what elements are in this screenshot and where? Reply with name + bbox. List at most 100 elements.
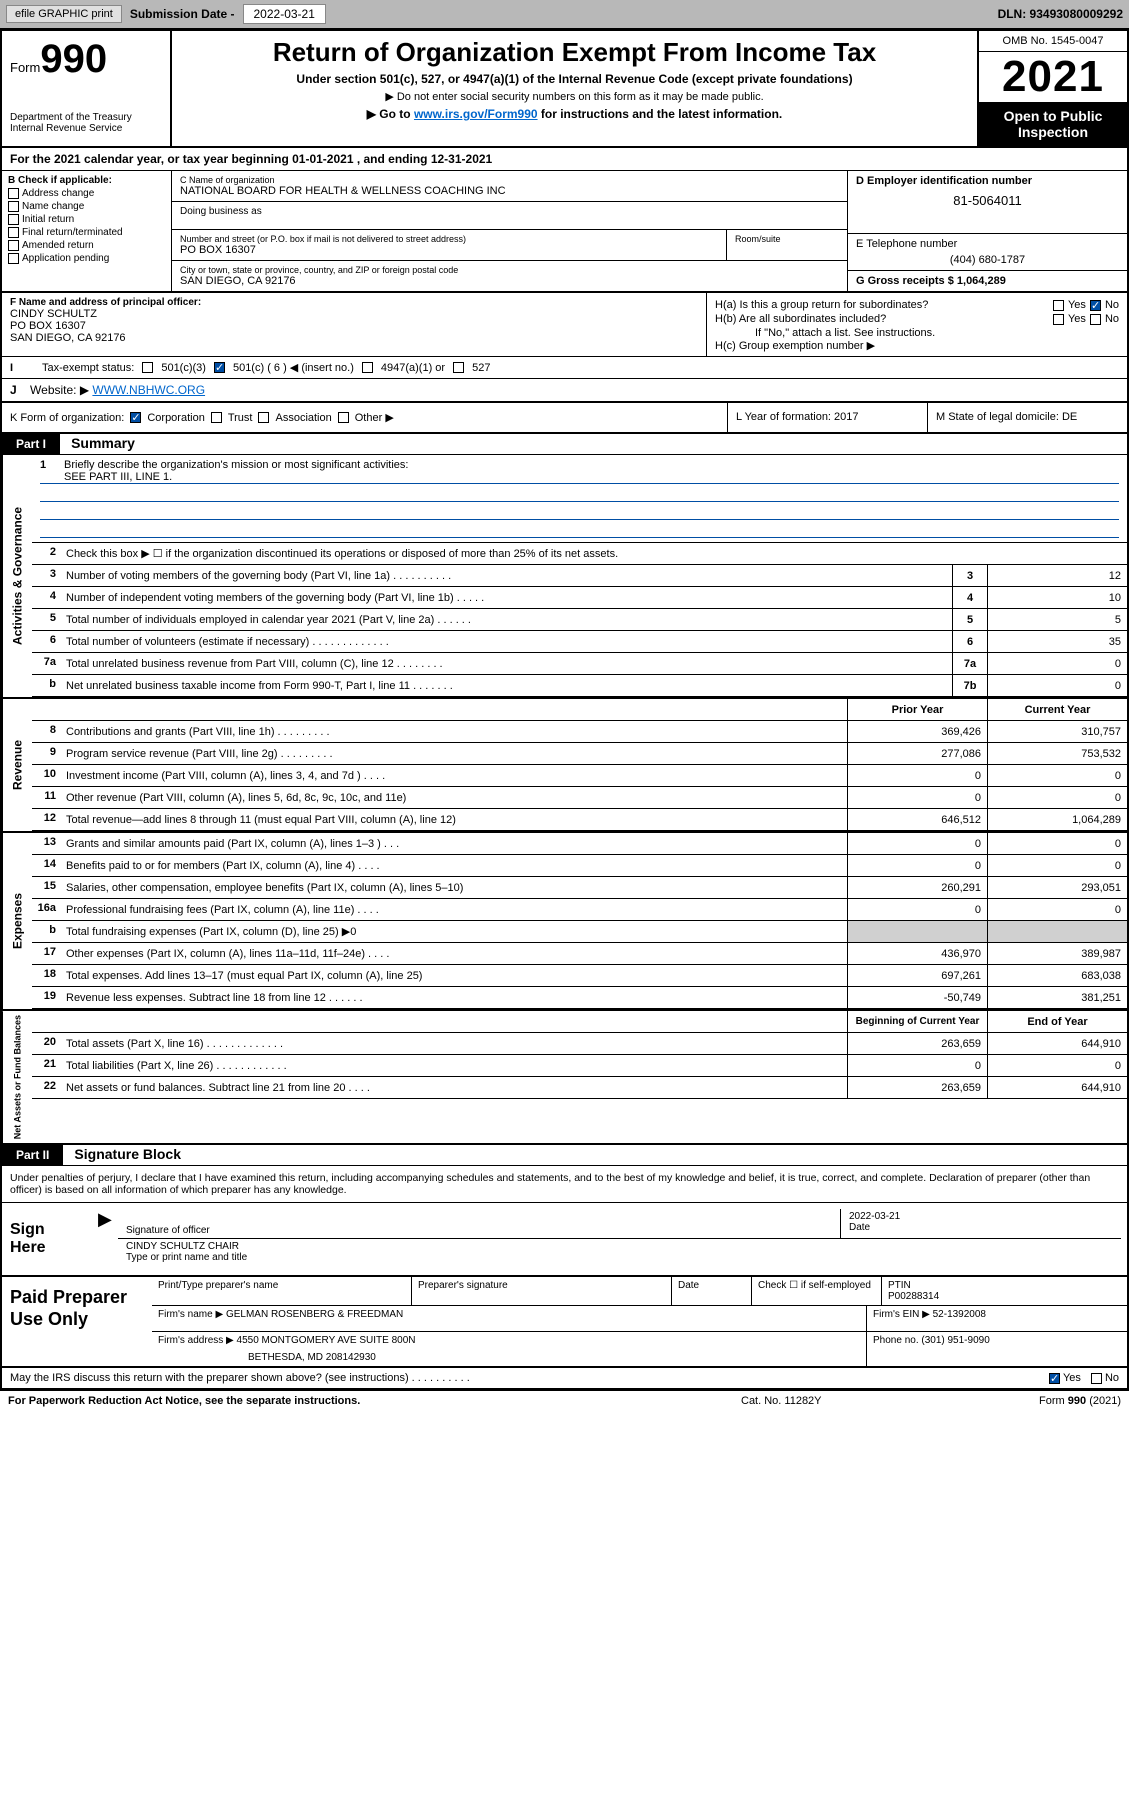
irs-link[interactable]: www.irs.gov/Form990 [414,107,538,121]
i-527-chk[interactable] [453,362,464,373]
column-h: H(a) Is this a group return for subordin… [707,293,1127,356]
hb-no-chk[interactable] [1090,314,1101,325]
part-1-header-row: Part I Summary [2,434,1127,455]
part-2-header-row: Part II Signature Block [2,1143,1127,1166]
sig-date-val: 2022-03-21 [849,1211,1113,1222]
ha-yes-chk[interactable] [1053,300,1064,311]
efile-print-button[interactable]: efile GRAPHIC print [6,5,122,23]
line-text: Total unrelated business revenue from Pa… [62,653,952,674]
may-irs-yes-chk[interactable] [1049,1373,1060,1384]
gov-line: 5 Total number of individuals employed i… [32,609,1127,631]
f-label: F Name and address of principal officer: [10,297,698,308]
line-num: b [32,675,62,696]
line-val-current: 0 [987,855,1127,876]
data-line: 14 Benefits paid to or for members (Part… [32,855,1127,877]
line-text: Total revenue—add lines 8 through 11 (mu… [62,809,847,830]
chk-name-change[interactable] [8,201,19,212]
firm-ein-label: Firm's EIN ▶ [873,1309,933,1320]
line-val-prior: 277,086 [847,743,987,764]
line-text: Total number of individuals employed in … [62,609,952,630]
may-irs-no-chk[interactable] [1091,1373,1102,1384]
ha-label: H(a) Is this a group return for subordin… [715,299,1049,311]
line-val-prior: 0 [847,833,987,854]
chk-application-pending[interactable] [8,253,19,264]
footer-right: Form 990 (2021) [941,1395,1121,1407]
form-subtitle-3: ▶ Go to www.irs.gov/Form990 for instruct… [182,107,967,121]
footer-mid: Cat. No. 11282Y [741,1395,941,1407]
ein-value: 81-5064011 [856,193,1119,208]
k-assoc-chk[interactable] [258,412,269,423]
submission-date-label: Submission Date - [130,7,235,21]
data-line: 17 Other expenses (Part IX, column (A), … [32,943,1127,965]
vert-net: Net Assets or Fund Balances [2,1011,32,1143]
section-bcd: B Check if applicable: Address change Na… [2,171,1127,293]
line-ref: 7a [952,653,987,674]
firm-city: BETHESDA, MD 208142930 [158,1352,860,1363]
m-label: M State of legal domicile: [936,411,1062,423]
line-val-current [987,921,1127,942]
sig-name-hint: Type or print name and title [126,1252,1113,1263]
line-val-current: 753,532 [987,743,1127,764]
hb-note: If "No," attach a list. See instructions… [715,327,1119,339]
website-link[interactable]: WWW.NBHWC.ORG [92,383,205,397]
header-right: OMB No. 1545-0047 2021 Open to Public In… [977,31,1127,146]
line-val-prior: 0 [847,765,987,786]
line-text: Check this box ▶ ☐ if the organization d… [62,543,1127,564]
hb-yes-chk[interactable] [1053,314,1064,325]
firm-phone-label: Phone no. [873,1335,921,1346]
line-text: Grants and similar amounts paid (Part IX… [62,833,847,854]
gov-line: 7a Total unrelated business revenue from… [32,653,1127,675]
k-corp: Corporation [147,412,204,424]
line-text: Total liabilities (Part X, line 26) . . … [62,1055,847,1076]
k-trust-chk[interactable] [211,412,222,423]
line-val: 0 [987,653,1127,674]
chk-address-change[interactable] [8,188,19,199]
line-val-prior: 0 [847,787,987,808]
k-corp-chk[interactable] [130,412,141,423]
beg-year-header: Beginning of Current Year [847,1011,987,1032]
line-num: 2 [32,543,62,564]
line-text: Benefits paid to or for members (Part IX… [62,855,847,876]
line-val-prior: 0 [847,855,987,876]
line-text: Total fundraising expenses (Part IX, col… [62,921,847,942]
chk-initial-return[interactable] [8,214,19,225]
gross-label: G Gross receipts $ [856,275,957,287]
col-headers-rev: Prior Year Current Year [32,699,1127,721]
k-other-chk[interactable] [338,412,349,423]
line-num: 15 [32,877,62,898]
opt-application-pending: Application pending [22,253,109,264]
line-num: 6 [32,631,62,652]
l-label: L Year of formation: [736,411,834,423]
line-num: 16a [32,899,62,920]
line-num: 3 [32,565,62,586]
form-header: Form990 Department of the Treasury Inter… [2,31,1127,148]
preparer-label: Paid Preparer Use Only [2,1277,152,1366]
line-num: 22 [32,1077,62,1098]
prep-h3: Date [672,1277,752,1305]
line-text: Program service revenue (Part VIII, line… [62,743,847,764]
line-ref: 7b [952,675,987,696]
i-501c3-chk[interactable] [142,362,153,373]
b-label: B Check if applicable: [8,175,165,186]
chk-amended-return[interactable] [8,240,19,251]
form-number: 990 [40,37,107,81]
line-text: Other expenses (Part IX, column (A), lin… [62,943,847,964]
line-val-current: 293,051 [987,877,1127,898]
i-527: 527 [472,362,490,374]
exp-section: Expenses 13 Grants and similar amounts p… [2,831,1127,1009]
chk-final-return[interactable] [8,227,19,238]
data-line: 15 Salaries, other compensation, employe… [32,877,1127,899]
line-val-prior: 260,291 [847,877,987,898]
line-val-current: 644,910 [987,1033,1127,1054]
mission-box: 1Briefly describe the organization's mis… [32,455,1127,543]
line-val-prior: 263,659 [847,1077,987,1098]
i-4947-chk[interactable] [362,362,373,373]
k-label: K Form of organization: [10,412,124,424]
line-num: 17 [32,943,62,964]
footer: For Paperwork Reduction Act Notice, see … [0,1391,1129,1411]
column-d: D Employer identification number 81-5064… [847,171,1127,291]
ha-no-chk[interactable] [1090,300,1101,311]
omb-number: OMB No. 1545-0047 [979,31,1127,52]
column-c: C Name of organization NATIONAL BOARD FO… [172,171,847,291]
i-501c-chk[interactable] [214,362,225,373]
